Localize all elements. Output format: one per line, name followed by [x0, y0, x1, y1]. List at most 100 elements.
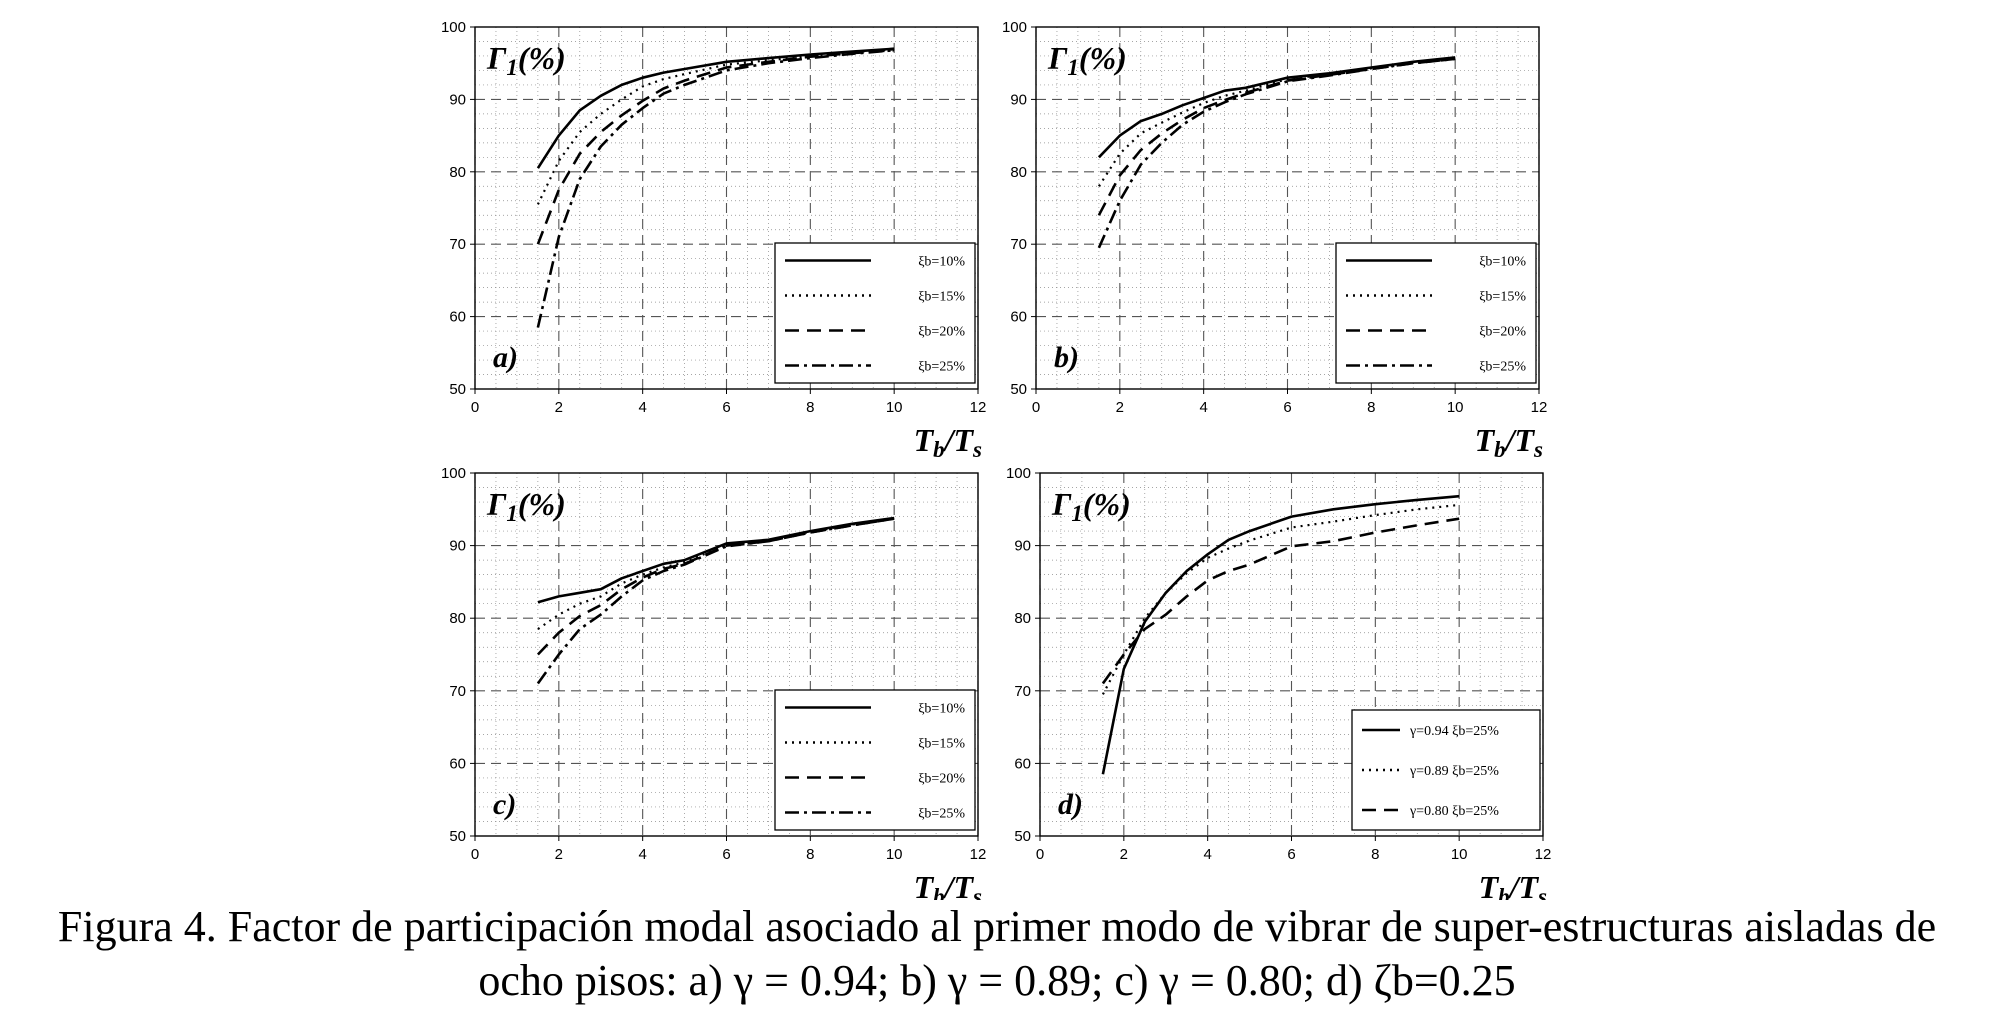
legend-entry: ξb=25%	[918, 360, 965, 375]
panel-label: b)	[1054, 341, 1079, 374]
legend-entry: ξb=20%	[918, 772, 965, 787]
x-tick-label: 10	[1447, 399, 1464, 416]
legend-box	[774, 689, 976, 831]
series-line	[536, 517, 895, 656]
series-line	[536, 47, 895, 169]
y-tick-label: 80	[1014, 610, 1031, 627]
series-line	[536, 48, 895, 205]
x-tick-label: 8	[1371, 846, 1379, 863]
y-tick-label: 100	[441, 19, 466, 36]
x-tick-label: 6	[1287, 846, 1295, 863]
legend-box	[1335, 242, 1537, 384]
y-tick-label: 70	[1014, 683, 1031, 700]
series-line	[537, 517, 895, 631]
legend-entry: ξb=20%	[1479, 325, 1526, 340]
chart-panel: 0 2 4 6 8 10 12 50 60 70 80 90 100 Γ1(%) d) Tb/Ts γ=0.94…	[1006, 465, 1551, 900]
series-line	[536, 48, 895, 245]
series-line	[1101, 517, 1460, 685]
y-tick-label: 60	[449, 309, 466, 326]
x-tick-label: 10	[1451, 846, 1468, 863]
y-tick-label: 90	[449, 91, 466, 108]
y-tick-label: 60	[449, 755, 466, 772]
plot-grid	[1039, 472, 1544, 837]
y-tick-label: 100	[1002, 19, 1027, 36]
legend-entry: γ=0.80 ξb=25%	[1409, 804, 1499, 819]
chart-panel: 0 2 4 6 8 10 12 50 60 70 80 90 100 Γ1(%) a) Tb/Ts ξb=10%…	[441, 19, 986, 462]
y-axis-label: Γ1(%)	[1047, 40, 1127, 80]
x-tick-label: 0	[1032, 399, 1040, 416]
legend-box	[774, 242, 976, 384]
y-tick-label: 50	[449, 828, 466, 845]
x-tick-label: 0	[1036, 846, 1044, 863]
x-tick-label: 6	[722, 846, 730, 863]
x-tick-label: 4	[638, 399, 646, 416]
chart-panel: 0 2 4 6 8 10 12 50 60 70 80 90 100 Γ1(%) c) Tb/Ts ξb=10%…	[441, 465, 986, 900]
legend-entry: γ=0.89 ξb=25%	[1409, 764, 1499, 779]
y-tick-label: 70	[1010, 236, 1027, 253]
y-tick-label: 80	[449, 610, 466, 627]
chart-panel: 0 2 4 6 8 10 12 50 60 70 80 90 100 Γ1(%) b) Tb/Ts ξb=10%…	[1002, 19, 1547, 462]
series-line	[1097, 57, 1456, 187]
y-tick-label: 70	[449, 236, 466, 253]
y-tick-label: 60	[1014, 755, 1031, 772]
x-tick-label: 4	[1203, 846, 1211, 863]
y-tick-label: 90	[1010, 91, 1027, 108]
x-tick-label: 4	[638, 846, 646, 863]
legend-entry: ξb=15%	[918, 290, 965, 305]
x-tick-label: 8	[806, 399, 814, 416]
legend-entry: ξb=20%	[918, 325, 965, 340]
legend-entry: ξb=10%	[918, 702, 965, 717]
y-axis-label: Γ1(%)	[1051, 486, 1131, 526]
y-tick-label: 80	[1010, 164, 1027, 181]
y-tick-label: 80	[449, 164, 466, 181]
legend: γ=0.94 ξb=25% γ=0.89 ξb=25% γ=0.80 ξb=25%	[1351, 709, 1541, 831]
x-tick-label: 0	[471, 846, 479, 863]
x-tick-label: 8	[806, 846, 814, 863]
figure-panels: 0 2 4 6 8 10 125060708090100Γ1(%)a)Tb/Tsξb=10%…	[441, 19, 1551, 900]
legend-entry: γ=0.94 ξb=25%	[1409, 724, 1499, 739]
x-tick-label: 2	[1120, 846, 1128, 863]
series-line	[537, 516, 895, 604]
x-tick-label: 6	[1283, 399, 1291, 416]
y-tick-label: 100	[441, 465, 466, 482]
legend: ξb=10% ξb=15% ξb=20% ξb=25%	[1335, 242, 1537, 384]
series-line	[1097, 57, 1456, 216]
figure-caption-line-2: ocho pisos: a) γ = 0.94; b) γ = 0.89; c)…	[478, 956, 1516, 1005]
legend-entry: ξb=10%	[1479, 255, 1526, 270]
x-tick-label: 10	[886, 399, 903, 416]
x-axis-label: Tb/Ts	[1475, 422, 1543, 462]
series-line	[1097, 57, 1456, 249]
y-axis-label: Γ1(%)	[486, 486, 566, 526]
legend-entry: ξb=10%	[918, 255, 965, 270]
series-line	[536, 517, 895, 685]
legend-entry: ξb=25%	[918, 807, 965, 822]
legend-entry: ξb=15%	[1479, 290, 1526, 305]
x-tick-label: 2	[555, 399, 563, 416]
panel-label: c)	[493, 788, 516, 821]
y-tick-label: 90	[1014, 538, 1031, 555]
y-axis-label: Γ1(%)	[486, 40, 566, 80]
x-axis-label: Tb/Ts	[914, 422, 982, 462]
panel-label: a)	[493, 341, 518, 374]
x-tick-label: 4	[1199, 399, 1207, 416]
legend-entry: ξb=25%	[1479, 360, 1526, 375]
x-tick-label: 12	[1531, 399, 1548, 416]
legend-entry: ξb=15%	[918, 737, 965, 752]
series-line	[536, 48, 895, 328]
y-tick-label: 50	[1014, 828, 1031, 845]
series-line	[1101, 494, 1460, 775]
x-tick-label: 0	[471, 399, 479, 416]
y-tick-label: 50	[449, 381, 466, 398]
y-tick-label: 90	[449, 538, 466, 555]
y-tick-label: 70	[449, 683, 466, 700]
y-tick-label: 50	[1010, 381, 1027, 398]
x-tick-label: 12	[1535, 846, 1552, 863]
x-tick-label: 2	[1116, 399, 1124, 416]
y-tick-label: 100	[1006, 465, 1031, 482]
legend: ξb=10% ξb=15% ξb=20% ξb=25%	[774, 242, 976, 384]
x-tick-label: 12	[970, 399, 987, 416]
x-axis-label: Tb/Ts	[1479, 869, 1547, 900]
legend: ξb=10% ξb=15% ξb=20% ξb=25%	[774, 689, 976, 831]
figure-caption-line-1: Figura 4. Factor de participación modal …	[57, 902, 1937, 951]
x-axis-label: Tb/Ts	[914, 869, 982, 900]
